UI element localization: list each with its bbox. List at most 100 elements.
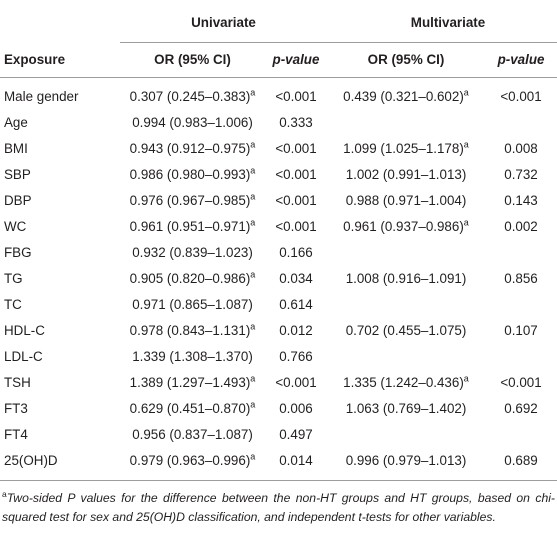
cell-or-univariate: 0.976 (0.967–0.985)a xyxy=(120,188,265,214)
cell-or-univariate-text: 0.976 (0.967–0.985) xyxy=(129,193,251,208)
cell-or-multivariate-text: 0.996 (0.979–1.013) xyxy=(345,453,467,468)
cell-p-univariate: 0.333 xyxy=(265,110,327,136)
cell-p-univariate-text: <0.001 xyxy=(275,89,317,104)
cell-or-univariate: 0.961 (0.951–0.971)a xyxy=(120,214,265,240)
cell-exposure-text: HDL-C xyxy=(4,323,45,338)
col-header-p-multivariate: p-value xyxy=(497,52,545,67)
cell-p-multivariate-text: <0.001 xyxy=(500,375,542,390)
cell-or-univariate-text: 0.932 (0.839–1.023) xyxy=(132,245,253,260)
cell-or-multivariate: 1.335 (1.242–0.436)a xyxy=(327,370,485,396)
col-header-or-multivariate: OR (95% CI) xyxy=(367,52,445,67)
cell-p-multivariate xyxy=(485,344,557,370)
cell-p-multivariate-text: 0.732 xyxy=(504,167,538,182)
cell-or-multivariate: 1.063 (0.769–1.402) xyxy=(327,396,485,422)
footnote: aTwo-sided P values for the difference b… xyxy=(0,480,557,527)
col-header-exposure: Exposure xyxy=(4,51,66,67)
cell-or-univariate: 0.307 (0.245–0.383)a xyxy=(120,78,265,111)
superscript-marker: a xyxy=(463,139,469,150)
cell-exposure: BMI xyxy=(0,136,120,162)
table-row: TSH 1.389 (1.297–1.493)a <0.001 1.335 (1.24… xyxy=(0,370,557,396)
cell-p-multivariate xyxy=(485,292,557,318)
cell-or-univariate-text: 0.979 (0.963–0.996) xyxy=(129,453,251,468)
cell-or-multivariate xyxy=(327,422,485,448)
cell-exposure-text: Male gender xyxy=(4,89,79,104)
superscript-marker: a xyxy=(463,217,469,228)
cell-exposure: Male gender xyxy=(0,78,120,111)
cell-p-univariate: 0.034 xyxy=(265,266,327,292)
cell-p-univariate: 0.006 xyxy=(265,396,327,422)
cell-exposure-text: TSH xyxy=(4,375,31,390)
cell-p-multivariate: 0.692 xyxy=(485,396,557,422)
cell-exposure: TSH xyxy=(0,370,120,396)
cell-or-multivariate-text: 1.063 (0.769–1.402) xyxy=(345,401,467,416)
table-row: HDL-C 0.978 (0.843–1.131)a 0.012 0.702 (0.4… xyxy=(0,318,557,344)
cell-p-multivariate-text: 0.856 xyxy=(504,271,538,286)
cell-p-univariate-text: 0.006 xyxy=(279,401,313,416)
cell-p-univariate: 0.012 xyxy=(265,318,327,344)
cell-p-univariate: <0.001 xyxy=(265,78,327,111)
cell-p-univariate: 0.497 xyxy=(265,422,327,448)
cell-or-multivariate: 0.702 (0.455–1.075) xyxy=(327,318,485,344)
table-body: Male gender 0.307 (0.245–0.383)a <0.001 0.4… xyxy=(0,78,557,475)
cell-p-multivariate: 0.008 xyxy=(485,136,557,162)
cell-p-univariate-text: <0.001 xyxy=(275,219,317,234)
cell-or-univariate-text: 1.339 (1.308–1.370) xyxy=(132,349,253,364)
cell-p-univariate: <0.001 xyxy=(265,136,327,162)
cell-p-multivariate xyxy=(485,240,557,266)
cell-or-univariate-text: 0.961 (0.951–0.971) xyxy=(129,219,251,234)
cell-or-univariate: 0.986 (0.980–0.993)a xyxy=(120,162,265,188)
cell-or-univariate-text: 0.905 (0.820–0.986) xyxy=(129,271,251,286)
superscript-marker: a xyxy=(250,399,256,410)
cell-exposure-text: TG xyxy=(4,271,23,286)
cell-p-univariate-text: 0.766 xyxy=(279,349,313,364)
cell-exposure: Age xyxy=(0,110,120,136)
cell-or-multivariate-text: 1.099 (1.025–1.178) xyxy=(343,141,464,156)
cell-p-univariate-text: 0.014 xyxy=(279,453,313,468)
table-row: WC 0.961 (0.951–0.971)a <0.001 0.961 (0.937… xyxy=(0,214,557,240)
cell-p-univariate-text: 0.166 xyxy=(279,245,313,260)
table-row: Male gender 0.307 (0.245–0.383)a <0.001 0.4… xyxy=(0,78,557,111)
cell-p-multivariate-text: 0.692 xyxy=(504,401,538,416)
cell-or-univariate: 0.905 (0.820–0.986)a xyxy=(120,266,265,292)
cell-or-multivariate: 1.002 (0.991–1.013) xyxy=(327,162,485,188)
cell-or-multivariate-text: 0.961 (0.937–0.986) xyxy=(343,219,464,234)
table-row: TG 0.905 (0.820–0.986)a 0.034 1.008 (0.916–… xyxy=(0,266,557,292)
cell-or-univariate: 0.932 (0.839–1.023) xyxy=(120,240,265,266)
cell-exposure-text: DBP xyxy=(4,193,32,208)
cell-or-multivariate-text: 0.702 (0.455–1.075) xyxy=(345,323,467,338)
cell-or-multivariate xyxy=(327,292,485,318)
table-row: DBP 0.976 (0.967–0.985)a <0.001 0.988 (0.97… xyxy=(0,188,557,214)
cell-exposure-text: 25(OH)D xyxy=(4,453,58,468)
cell-p-multivariate: 0.002 xyxy=(485,214,557,240)
regression-table: Univariate Multivariate Exposure OR (95%… xyxy=(0,0,557,475)
table-row: 25(OH)D 0.979 (0.963–0.996)a 0.014 0.996 (0… xyxy=(0,448,557,474)
cell-or-multivariate-text: 0.988 (0.971–1.004) xyxy=(345,193,467,208)
cell-p-multivariate xyxy=(485,110,557,136)
cell-exposure: FT4 xyxy=(0,422,120,448)
cell-p-multivariate-text: 0.008 xyxy=(504,141,538,156)
superscript-marker: a xyxy=(250,139,256,150)
cell-or-univariate: 1.339 (1.308–1.370) xyxy=(120,344,265,370)
cell-p-univariate-text: <0.001 xyxy=(275,375,317,390)
cell-p-univariate-text: 0.497 xyxy=(279,427,313,442)
group-header-multivariate: Multivariate xyxy=(327,0,557,43)
cell-or-univariate: 1.389 (1.297–1.493)a xyxy=(120,370,265,396)
cell-p-multivariate-text: 0.107 xyxy=(504,323,538,338)
cell-or-univariate: 0.943 (0.912–0.975)a xyxy=(120,136,265,162)
group-header-empty xyxy=(0,0,120,43)
cell-or-univariate-text: 1.389 (1.297–1.493) xyxy=(129,375,251,390)
cell-p-univariate: <0.001 xyxy=(265,188,327,214)
footnote-text: Two-sided P values for the difference be… xyxy=(2,491,555,524)
cell-exposure-text: SBP xyxy=(4,167,31,182)
cell-or-multivariate: 1.008 (0.916–1.091) xyxy=(327,266,485,292)
cell-p-univariate: 0.614 xyxy=(265,292,327,318)
cell-or-multivariate-text: 1.008 (0.916–1.091) xyxy=(345,271,467,286)
superscript-marker: a xyxy=(250,269,256,280)
cell-p-univariate-text: 0.614 xyxy=(279,297,313,312)
table-row: FT3 0.629 (0.451–0.870)a 0.006 1.063 (0.769… xyxy=(0,396,557,422)
superscript-marker: a xyxy=(250,165,256,176)
cell-p-multivariate: <0.001 xyxy=(485,78,557,111)
col-header-p-univariate: p-value xyxy=(272,52,320,67)
cell-exposure: LDL-C xyxy=(0,344,120,370)
footnote-marker: a xyxy=(2,488,7,499)
